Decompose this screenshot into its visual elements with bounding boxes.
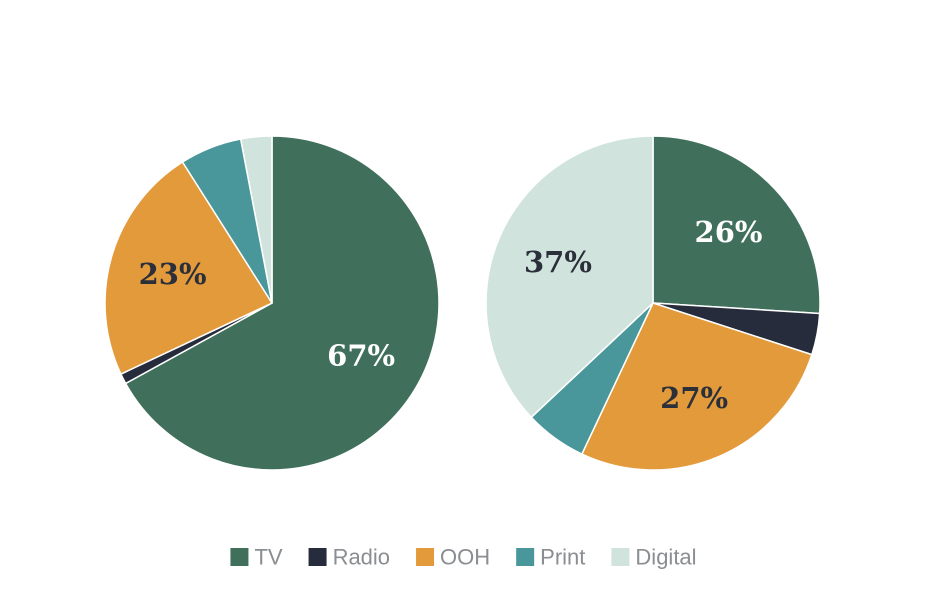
- legend-label-tv: TV: [254, 545, 282, 570]
- legend-label-print: Print: [540, 545, 585, 570]
- legend-swatch-print: [516, 548, 535, 566]
- legend: TV Radio OOH Print Digital: [230, 545, 697, 570]
- legend-swatch-radio: [308, 548, 327, 566]
- left-pie-slice-digital: [239, 135, 273, 304]
- legend-label-digital: Digital: [635, 545, 696, 570]
- right-pie-slice-ooh: [580, 302, 813, 471]
- left-pie-slice-tv: [124, 135, 440, 471]
- legend-label-ooh: OOH: [440, 545, 490, 570]
- legend-swatch-digital: [611, 548, 630, 566]
- right-pie-label-tv: 26%: [695, 215, 763, 249]
- right-pie-label-ooh: 27%: [660, 381, 728, 415]
- legend-swatch-tv: [230, 548, 249, 566]
- right-pie-label-digital: 37%: [524, 245, 592, 279]
- left-pie-label-tv: 67%: [327, 339, 395, 373]
- pie-chart-right: 26% 27% 37%: [485, 135, 821, 471]
- legend-label-radio: Radio: [333, 545, 390, 570]
- left-pie-slice-ooh: [104, 160, 274, 376]
- right-pie-slice-tv: [652, 135, 821, 315]
- pie-chart-left: 67% 23%: [104, 135, 440, 471]
- right-pie-slice-digital: [485, 135, 654, 419]
- left-pie-label-ooh: 23%: [139, 257, 207, 291]
- legend-swatch-ooh: [416, 548, 435, 566]
